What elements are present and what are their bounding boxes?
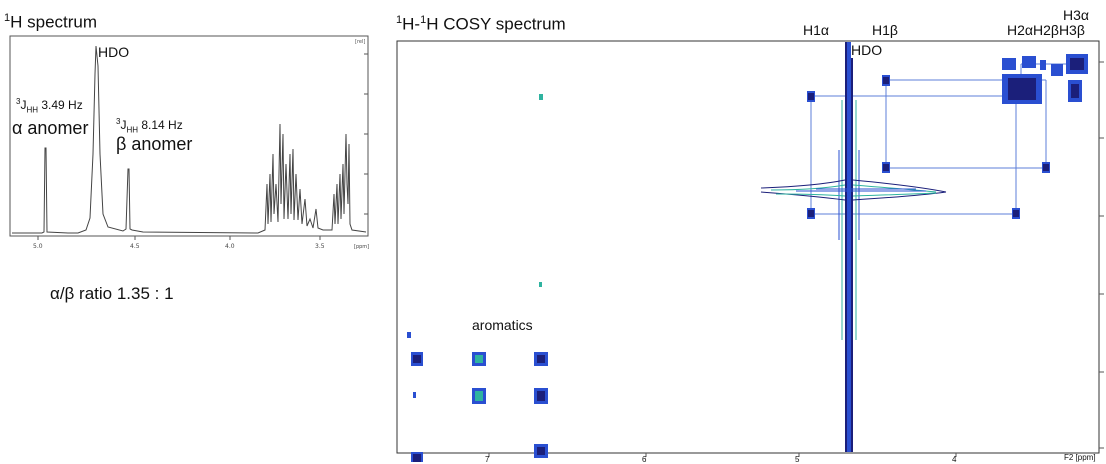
cosy-peaks (407, 54, 1088, 462)
beta-coupling-label: 3JHH 8.14 Hz (116, 117, 183, 135)
cosy-peak (539, 282, 542, 287)
cosy-hdo-label: HDO (851, 42, 883, 58)
hdo-vertical-ridge (838, 42, 860, 452)
h1-spectrum-title: 1H spectrum (4, 12, 98, 32)
h1-plot-frame (9, 35, 369, 237)
cosy-peak (807, 91, 815, 102)
aromatic-peaks (407, 332, 548, 462)
alpha-coupling-label: 3JHH 3.49 Hz (16, 97, 83, 115)
cosy-peak (882, 162, 890, 173)
cosy-x-tick-6: 6 (642, 455, 647, 464)
h1-x-unit: [ppm] (354, 244, 369, 250)
hdo-horizontal-ridge (760, 179, 947, 201)
cosy-x-tick-7: 7 (485, 455, 490, 464)
h1-x-tick-5.0: 5.0 (33, 243, 43, 250)
cosy-peak (539, 94, 543, 100)
cosy-title: 1H-1H COSY spectrum (396, 14, 566, 34)
cosy-x-tick-4: 4 (952, 455, 957, 464)
label-h3-alpha: H3α (1063, 7, 1089, 23)
anomer-ratio-text: α/β ratio 1.35 : 1 (50, 284, 174, 303)
cosy-peak (882, 75, 890, 86)
label-h1-alpha: H1α (803, 22, 829, 38)
h1-spectrum-plot: [rel] 5.0 4.5 4.0 3.5 [ppm] (9, 35, 369, 250)
label-h1-beta: H1β (872, 22, 898, 38)
cosy-peak (1012, 208, 1020, 219)
h1-x-tick-4.0: 4.0 (225, 243, 235, 250)
cosy-peak-cluster (1002, 54, 1088, 104)
cosy-peak (807, 208, 815, 219)
h1-spectrum-trace (12, 45, 367, 234)
h1-hdo-label: HDO (98, 44, 130, 60)
h1-x-tick-4.5: 4.5 (130, 243, 140, 250)
label-h2a-h2b-h3b: H2αH2βH3β (1007, 22, 1085, 38)
cosy-peak (1042, 162, 1050, 173)
cosy-x-tick-5: 5 (795, 455, 800, 464)
alpha-anomer-label: α anomer (12, 118, 89, 138)
aromatics-label: aromatics (472, 317, 533, 333)
h1-x-tick-3.5: 3.5 (315, 243, 325, 250)
cosy-plot (396, 40, 1104, 462)
h1-y-unit: [rel] (355, 39, 365, 45)
beta-anomer-label: β anomer (116, 134, 193, 154)
cosy-plot-frame (396, 40, 1100, 454)
cosy-x-unit: F2 [ppm] (1064, 453, 1096, 462)
